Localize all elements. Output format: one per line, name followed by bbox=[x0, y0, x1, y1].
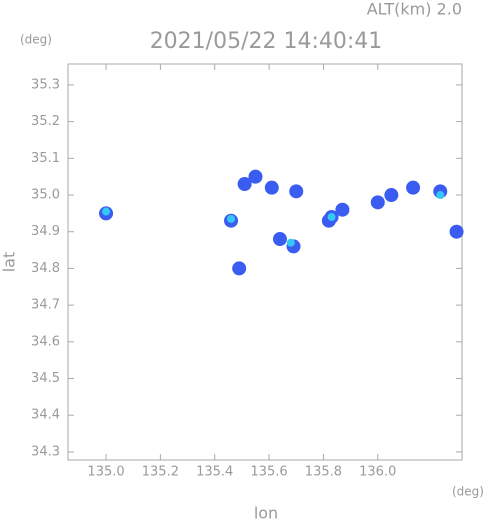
altitude-label: ALT(km) 2.0 bbox=[367, 0, 462, 19]
plot-frame bbox=[67, 63, 463, 461]
y-tick-label: 34.6 bbox=[31, 334, 60, 349]
echo-point bbox=[102, 207, 111, 216]
x-tick-label: 135.6 bbox=[250, 465, 287, 480]
echo-point bbox=[227, 214, 236, 223]
echo-point bbox=[449, 224, 464, 239]
y-tick-label: 34.9 bbox=[31, 224, 60, 239]
y-tick-label: 34.5 bbox=[31, 371, 60, 386]
x-axis-label: lon bbox=[254, 504, 278, 522]
echo-point bbox=[286, 238, 295, 247]
x-tick-label: 135.0 bbox=[87, 465, 124, 480]
x-tick-label: 135.2 bbox=[142, 465, 179, 480]
y-tick-label: 34.7 bbox=[31, 298, 60, 313]
echo-point bbox=[406, 180, 421, 195]
echo-point bbox=[232, 261, 247, 276]
x-tick-label: 136.0 bbox=[359, 465, 396, 480]
echo-point bbox=[436, 191, 445, 200]
echo-point bbox=[327, 213, 336, 222]
echo-point bbox=[370, 195, 385, 210]
x-unit: (deg) bbox=[452, 485, 484, 499]
y-axis-label: lat bbox=[0, 252, 19, 273]
y-tick-label: 34.4 bbox=[31, 408, 60, 423]
echo-point bbox=[237, 177, 252, 192]
echo-point bbox=[272, 232, 287, 247]
y-unit: (deg) bbox=[20, 33, 52, 47]
y-tick-label: 34.8 bbox=[31, 261, 60, 276]
x-tick-label: 135.4 bbox=[196, 465, 233, 480]
y-tick-label: 35.0 bbox=[31, 188, 60, 203]
chart-title: 2021/05/22 14:40:41 bbox=[150, 29, 383, 54]
y-tick-label: 34.3 bbox=[31, 444, 60, 459]
echo-point bbox=[248, 169, 263, 184]
x-tick-label: 135.8 bbox=[305, 465, 342, 480]
y-tick-label: 35.3 bbox=[31, 77, 60, 92]
y-tick-label: 35.2 bbox=[31, 114, 60, 129]
echo-point bbox=[289, 184, 304, 199]
echo-point bbox=[264, 180, 279, 195]
y-tick-label: 35.1 bbox=[31, 151, 60, 166]
echo-point bbox=[384, 188, 399, 203]
echo-point bbox=[335, 202, 350, 217]
